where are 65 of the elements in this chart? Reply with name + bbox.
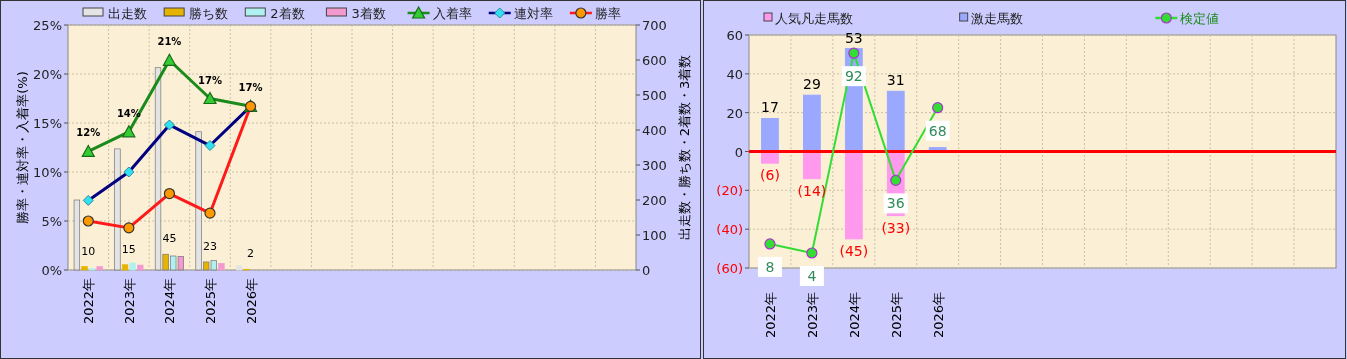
data-label: 15	[121, 242, 136, 256]
y-tick-label: 10%	[33, 165, 62, 180]
y-tick-label: 20%	[33, 67, 62, 82]
y2-tick-label: 600	[642, 53, 667, 68]
x-tick-label: 2023年	[804, 292, 820, 339]
x-tick-label: 2025年	[203, 278, 218, 325]
y-tick-label: (20)	[716, 183, 743, 199]
x-tick-label: 2026年	[243, 278, 259, 325]
x-tick-label: 2023年	[121, 278, 137, 325]
data-label: 2	[247, 247, 255, 261]
y-tick-label: 0	[734, 144, 743, 160]
y-tick-label: 0%	[41, 263, 62, 278]
y-tick-label: (60)	[716, 261, 743, 276]
legend-label: 連対率	[513, 6, 553, 21]
legend-label: 入着率	[432, 6, 472, 21]
data-label: 45	[162, 232, 177, 246]
y-tick-label: 20	[726, 105, 743, 121]
legend-label: 激走馬数	[970, 11, 1023, 26]
x-tick-label: 2022年	[81, 278, 97, 325]
legend-label: 3着数	[351, 6, 386, 21]
y2-tick-label: 200	[642, 193, 667, 208]
x-tick-label: 2022年	[762, 292, 778, 339]
y2-tick-label: 0	[642, 263, 651, 278]
y2-tick-label: 300	[642, 158, 667, 173]
data-label: 17%	[238, 82, 263, 94]
x-tick-label: 2026年	[930, 292, 946, 339]
data-label: (33)	[881, 219, 911, 236]
y2-tick-label: 100	[642, 228, 667, 243]
data-label: (45)	[839, 242, 869, 259]
legend-label: 検定値	[1180, 11, 1220, 26]
x-tick-label: 2025年	[888, 292, 904, 339]
data-label: 36	[886, 195, 905, 212]
legend-label: 2着数	[270, 6, 305, 21]
data-label: 31	[886, 72, 905, 89]
legend-label: 勝率	[594, 6, 621, 21]
data-label: 23	[203, 239, 217, 253]
data-label: 17%	[198, 74, 222, 86]
y-tick-label: 5%	[41, 214, 62, 229]
data-label: 53	[844, 29, 863, 46]
x-tick-label: 2024年	[162, 278, 178, 325]
data-label: (14)	[797, 182, 827, 199]
data-label: 21%	[157, 36, 182, 48]
legend-label: 人気凡走馬数	[775, 11, 853, 26]
data-label: 17	[761, 99, 779, 116]
y2-tick-label: 500	[642, 88, 667, 103]
data-label: 29	[802, 76, 821, 93]
data-label: 10	[81, 244, 96, 258]
data-label: 12%	[76, 127, 101, 139]
data-label: (6)	[760, 167, 780, 184]
y-tick-label: 60	[726, 28, 743, 43]
y-tick-label: 15%	[33, 116, 62, 131]
legend-label: 勝ち数	[189, 6, 229, 21]
data-label: 8	[765, 258, 775, 275]
x-tick-label: 2024年	[846, 292, 862, 339]
y-axis-title: 勝率・連対率・入着率(%)	[15, 71, 30, 224]
y-tick-label: 40	[726, 66, 743, 82]
y2-axis-title: 出走数・勝ち数・2着数・3着数	[677, 54, 692, 241]
data-label: 4	[807, 268, 817, 285]
y2-tick-label: 700	[642, 18, 667, 33]
data-label: 68	[928, 122, 947, 139]
legend-label: 出走数	[108, 6, 147, 21]
data-label: 92	[844, 68, 863, 85]
y-tick-label: 25%	[33, 18, 62, 33]
y-tick-label: (40)	[716, 222, 743, 238]
y2-tick-label: 400	[642, 123, 667, 138]
